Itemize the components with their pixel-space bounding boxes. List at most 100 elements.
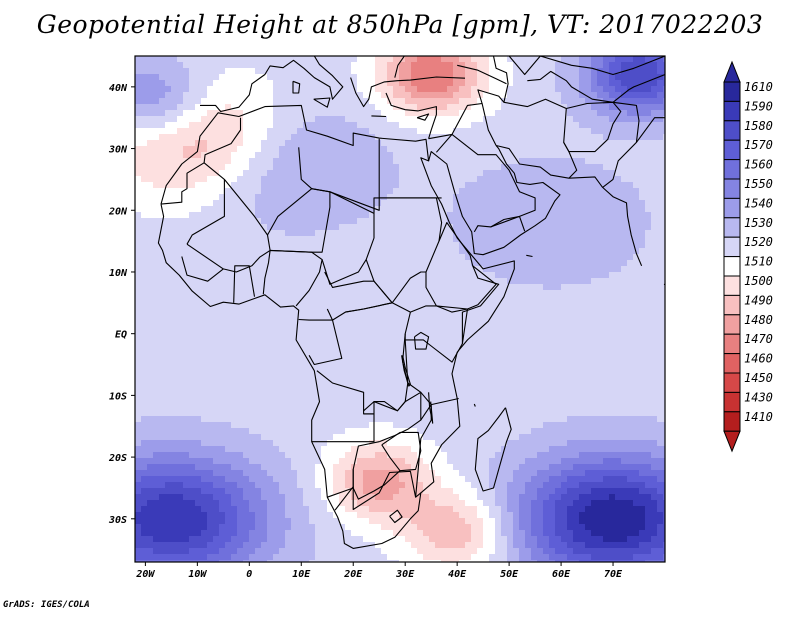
field-cell bbox=[657, 224, 664, 231]
field-cell bbox=[483, 314, 490, 321]
field-cell bbox=[393, 128, 400, 135]
field-cell bbox=[543, 140, 550, 147]
field-cell bbox=[231, 380, 238, 387]
field-cell bbox=[309, 146, 316, 153]
field-cell bbox=[525, 176, 532, 183]
field-cell bbox=[375, 236, 382, 243]
field-cell bbox=[393, 62, 400, 69]
field-cell bbox=[507, 194, 514, 201]
field-cell bbox=[363, 158, 370, 165]
field-cell bbox=[411, 242, 418, 249]
field-cell bbox=[507, 146, 514, 153]
field-cell bbox=[435, 278, 442, 285]
field-cell bbox=[285, 122, 292, 129]
field-cell bbox=[201, 272, 208, 279]
field-cell bbox=[297, 146, 304, 153]
field-cell bbox=[561, 110, 568, 117]
field-cell bbox=[303, 152, 310, 159]
field-cell bbox=[309, 68, 316, 75]
field-cell bbox=[321, 242, 328, 249]
field-cell bbox=[309, 74, 316, 81]
field-cell bbox=[645, 134, 652, 141]
field-cell bbox=[207, 284, 214, 291]
field-cell bbox=[501, 368, 508, 375]
field-cell bbox=[495, 98, 502, 105]
field-cell bbox=[213, 338, 220, 345]
field-cell bbox=[213, 254, 220, 261]
field-cell bbox=[459, 200, 466, 207]
field-cell bbox=[651, 62, 658, 69]
field-cell bbox=[447, 122, 454, 129]
field-cell bbox=[633, 86, 640, 93]
field-cell bbox=[489, 260, 496, 267]
field-cell bbox=[567, 56, 574, 63]
field-cell bbox=[153, 122, 160, 129]
field-cell bbox=[483, 128, 490, 135]
field-cell bbox=[459, 380, 466, 387]
field-cell bbox=[399, 74, 406, 81]
field-cell bbox=[351, 302, 358, 309]
field-cell bbox=[231, 356, 238, 363]
field-cell bbox=[615, 290, 622, 297]
field-cell bbox=[279, 128, 286, 135]
field-cell bbox=[195, 320, 202, 327]
field-cell bbox=[387, 260, 394, 267]
field-cell bbox=[609, 350, 616, 357]
field-cell bbox=[453, 140, 460, 147]
field-cell bbox=[657, 278, 664, 285]
field-cell bbox=[165, 380, 172, 387]
field-cell bbox=[627, 206, 634, 213]
field-cell bbox=[171, 68, 178, 75]
field-cell bbox=[339, 314, 346, 321]
field-cell bbox=[399, 272, 406, 279]
field-cell bbox=[195, 158, 202, 165]
field-cell bbox=[369, 164, 376, 171]
field-cell bbox=[507, 284, 514, 291]
field-cell bbox=[417, 260, 424, 267]
field-cell bbox=[183, 350, 190, 357]
field-cell bbox=[561, 374, 568, 381]
field-cell bbox=[291, 242, 298, 249]
field-cell bbox=[273, 374, 280, 381]
field-cell bbox=[267, 242, 274, 249]
field-cell bbox=[405, 74, 412, 81]
field-cell bbox=[363, 272, 370, 279]
field-cell bbox=[177, 344, 184, 351]
field-cell bbox=[321, 56, 328, 63]
field-cell bbox=[555, 260, 562, 267]
field-cell bbox=[531, 86, 538, 93]
field-cell bbox=[321, 368, 328, 375]
field-cell bbox=[249, 128, 256, 135]
field-cell bbox=[303, 254, 310, 261]
field-cell bbox=[621, 158, 628, 165]
field-cell bbox=[195, 362, 202, 369]
field-cell bbox=[555, 380, 562, 387]
field-cell bbox=[663, 350, 665, 357]
field-cell bbox=[225, 146, 232, 153]
field-cell bbox=[255, 104, 262, 111]
field-cell bbox=[153, 308, 160, 315]
field-cell bbox=[405, 110, 412, 117]
field-cell bbox=[381, 344, 388, 351]
field-cell bbox=[135, 326, 142, 333]
field-cell bbox=[399, 140, 406, 147]
field-cell bbox=[327, 128, 334, 135]
field-cell bbox=[573, 104, 580, 111]
field-cell bbox=[279, 200, 286, 207]
field-cell bbox=[615, 368, 622, 375]
field-cell bbox=[525, 110, 532, 117]
field-cell bbox=[297, 302, 304, 309]
field-cell bbox=[381, 308, 388, 315]
field-cell bbox=[603, 140, 610, 147]
field-cell bbox=[567, 98, 574, 105]
field-cell bbox=[405, 164, 412, 171]
field-cell bbox=[291, 206, 298, 213]
field-cell bbox=[453, 218, 460, 225]
field-cell bbox=[291, 326, 298, 333]
field-cell bbox=[489, 140, 496, 147]
field-cell bbox=[153, 182, 160, 189]
field-cell bbox=[363, 362, 370, 369]
field-cell bbox=[225, 368, 232, 375]
field-cell bbox=[549, 320, 556, 327]
field-cell bbox=[651, 350, 658, 357]
